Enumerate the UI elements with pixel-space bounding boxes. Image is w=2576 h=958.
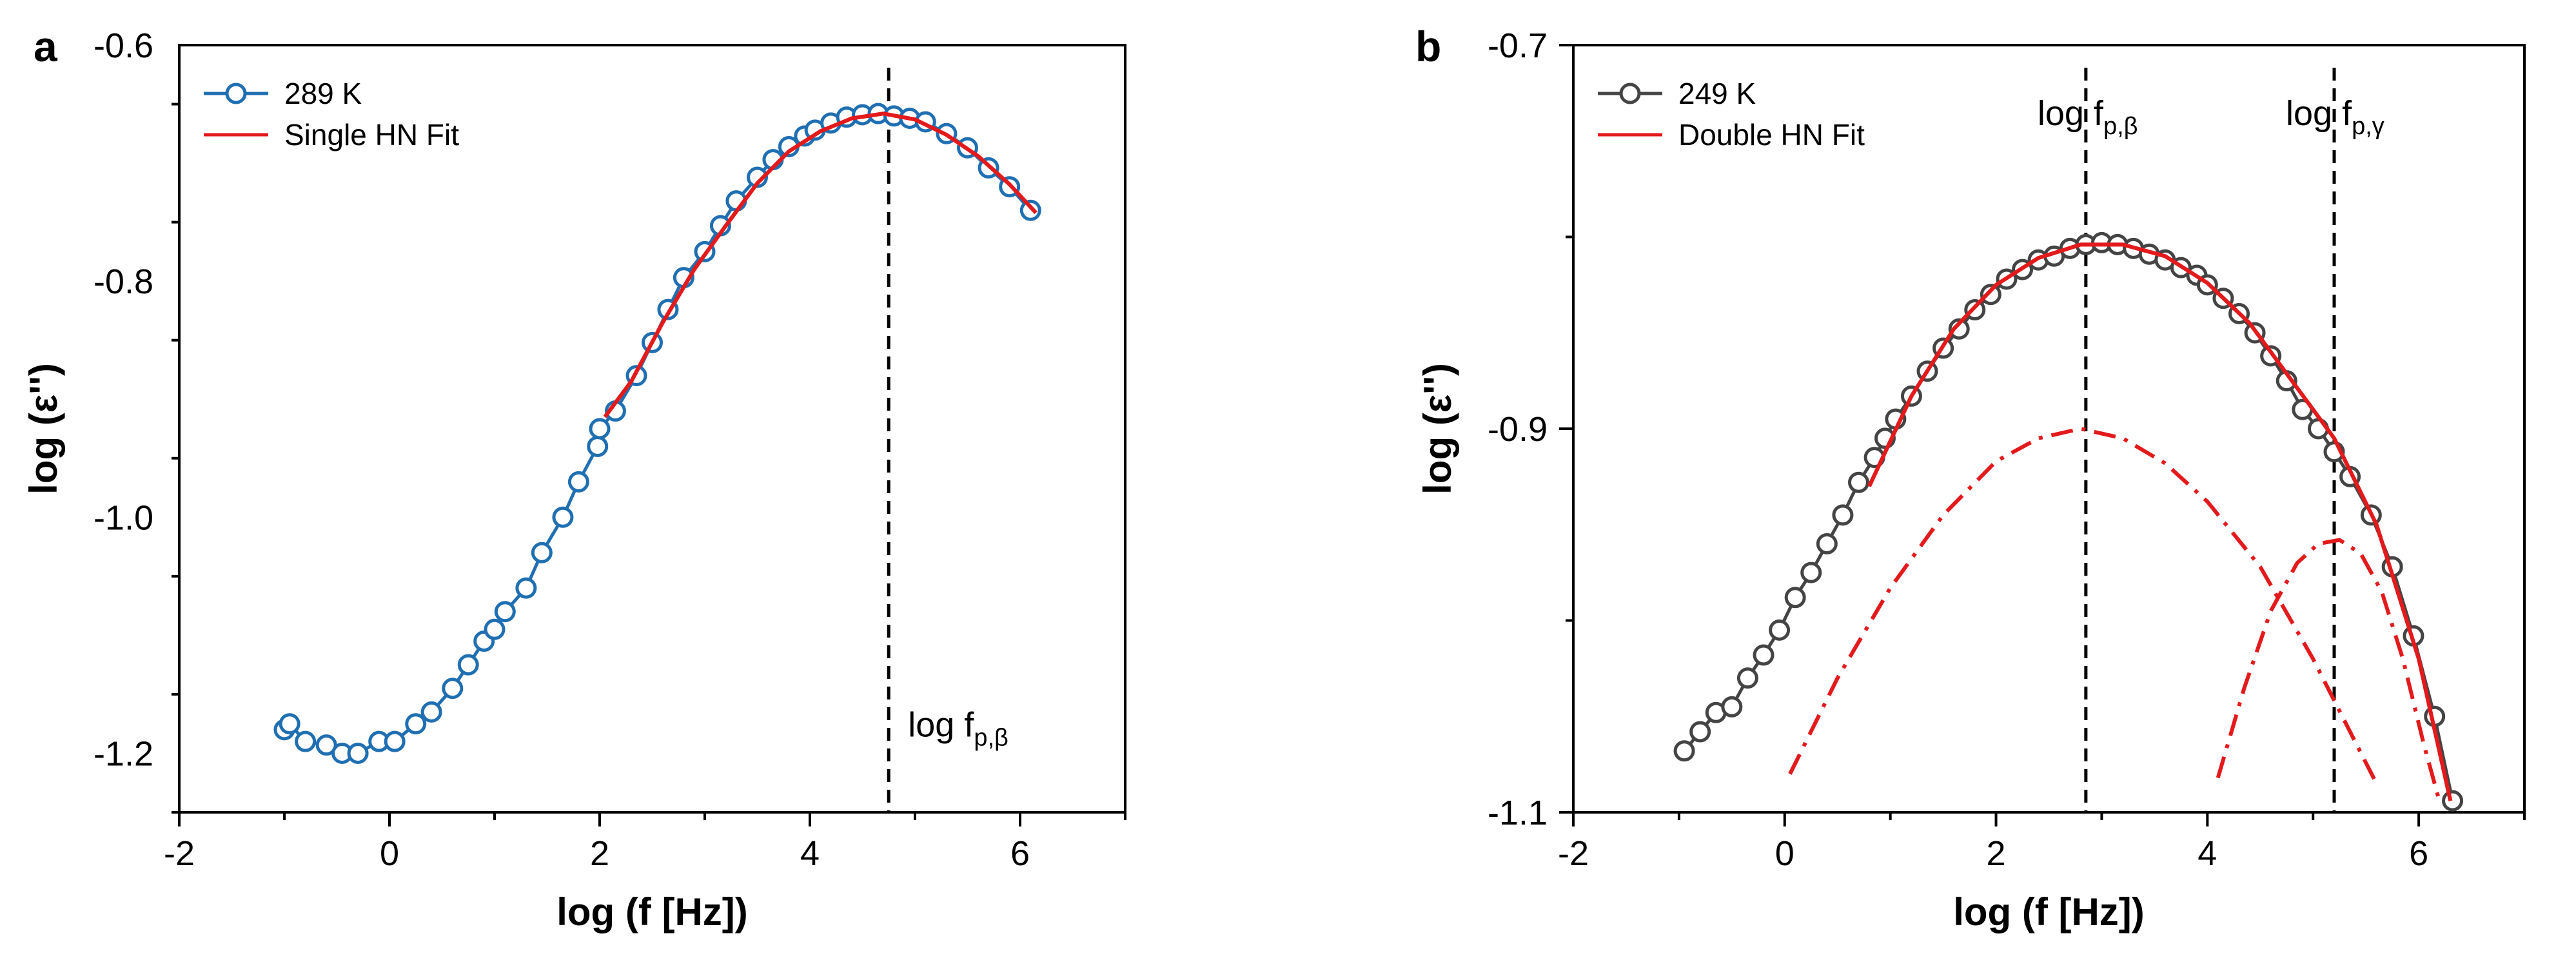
data-point xyxy=(1832,504,1854,526)
peak-annotation-text: log f xyxy=(908,706,974,745)
data-point xyxy=(295,730,317,752)
data-point xyxy=(1848,471,1869,493)
y-tick-label: -1.0 xyxy=(93,498,153,537)
x-tick-label: 2 xyxy=(590,834,609,873)
plot-frame xyxy=(1572,44,2526,814)
fit-curve-overlay xyxy=(603,112,1037,418)
x-tick-label: 0 xyxy=(380,834,399,873)
y-tick-label: -0.8 xyxy=(93,262,153,301)
data-point xyxy=(587,435,609,457)
data-point xyxy=(531,542,553,563)
peak-annotation: log fp,β xyxy=(2038,94,2138,140)
x-tick-label: 4 xyxy=(800,834,820,873)
data-point xyxy=(1736,667,1758,689)
data-point xyxy=(442,678,464,699)
hn-component-curve xyxy=(1788,427,2379,785)
legend-swatch-marker xyxy=(1619,83,1641,104)
x-tick-label: 4 xyxy=(2197,834,2217,873)
y-tick-label: -1.1 xyxy=(1488,794,1548,832)
data-point xyxy=(1689,721,1711,743)
data-point xyxy=(1980,284,2001,306)
data-point xyxy=(315,734,337,756)
x-tick-label: -2 xyxy=(1558,834,1589,873)
data-point xyxy=(552,506,574,528)
panel-b: b -2 0 2 4 6 -1.1 -0.9 -0.7 log (f [Hz]) log (ε''… xyxy=(1415,23,2526,934)
y-tick-label: -0.6 xyxy=(93,26,153,65)
legend-swatch-marker xyxy=(225,83,247,104)
x-tick-label: 0 xyxy=(1775,834,1794,873)
data-point xyxy=(494,601,516,623)
data-point xyxy=(515,577,537,599)
data-point xyxy=(457,654,479,676)
data-point xyxy=(279,713,300,735)
data-point xyxy=(420,701,442,723)
x-axis-title: log (f [Hz]) xyxy=(1953,890,2145,934)
data-point xyxy=(1816,533,1838,554)
data-point xyxy=(405,713,427,735)
data-point xyxy=(1019,199,1041,221)
data-point xyxy=(589,418,611,440)
fit-curve xyxy=(603,112,1037,418)
panel-b-letter: b xyxy=(1415,23,1441,70)
peak-annotation-subscript: p,γ xyxy=(2352,113,2384,140)
panel-a: a -2 0 2 4 6 -1.2 -1.0 -0.8 -0.6 log (f [Hz]) log … xyxy=(22,23,1126,934)
data-point xyxy=(1784,587,1806,609)
data-point xyxy=(484,618,506,640)
y-tick-label: -0.7 xyxy=(1488,26,1548,65)
y-tick-label: -0.9 xyxy=(1488,410,1548,449)
x-tick-label: 6 xyxy=(2409,834,2428,873)
x-tick-label: -2 xyxy=(164,834,195,873)
panel-a-letter: a xyxy=(34,23,58,70)
data-point xyxy=(2442,790,2464,812)
panel-a-plot-area: -2 0 2 4 6 -1.2 -1.0 -0.8 -0.6 log (f [Hz]) log (ε… xyxy=(22,26,1126,934)
plot-frame xyxy=(178,44,1126,814)
data-point xyxy=(384,730,406,752)
y-axis-title: log (ε'') xyxy=(1416,363,1459,494)
y-tick-label: -1.2 xyxy=(93,734,153,773)
data-point xyxy=(347,742,369,764)
peak-annotation: log fp,γ xyxy=(2286,94,2384,140)
fit-curve-overlay xyxy=(1867,242,2453,801)
data-series-line xyxy=(283,112,1032,755)
hn-component-curve xyxy=(2216,538,2442,803)
data-point xyxy=(1800,562,1822,583)
peak-annotation-subscript: p,β xyxy=(974,725,1008,752)
data-point xyxy=(1721,696,1743,718)
y-axis-title: log (ε'') xyxy=(22,363,65,494)
peak-annotation-subscript: p,β xyxy=(2103,113,2138,140)
data-point xyxy=(1673,740,1695,762)
x-axis-title: log (f [Hz]) xyxy=(556,890,748,934)
legend-label: 289 K xyxy=(284,77,362,110)
x-tick-label: 2 xyxy=(1987,834,2006,873)
data-point xyxy=(1948,318,1970,340)
data-series-line xyxy=(1683,240,2455,801)
legend-label: Double HN Fit xyxy=(1678,118,1865,152)
x-tick-label: 6 xyxy=(1010,834,1030,873)
data-point xyxy=(567,471,589,493)
peak-annotation-text: log f xyxy=(2038,94,2104,133)
legend-label: 249 K xyxy=(1678,77,1756,110)
peak-annotation: log fp,β xyxy=(908,706,1008,752)
data-point xyxy=(1753,644,1775,666)
panel-b-plot-area: -2 0 2 4 6 -1.1 -0.9 -0.7 log (f [Hz]) log (ε'') 2… xyxy=(1416,26,2526,934)
legend-label: Single HN Fit xyxy=(284,118,459,152)
peak-annotation-text: log f xyxy=(2286,94,2352,133)
data-point xyxy=(1769,619,1791,641)
